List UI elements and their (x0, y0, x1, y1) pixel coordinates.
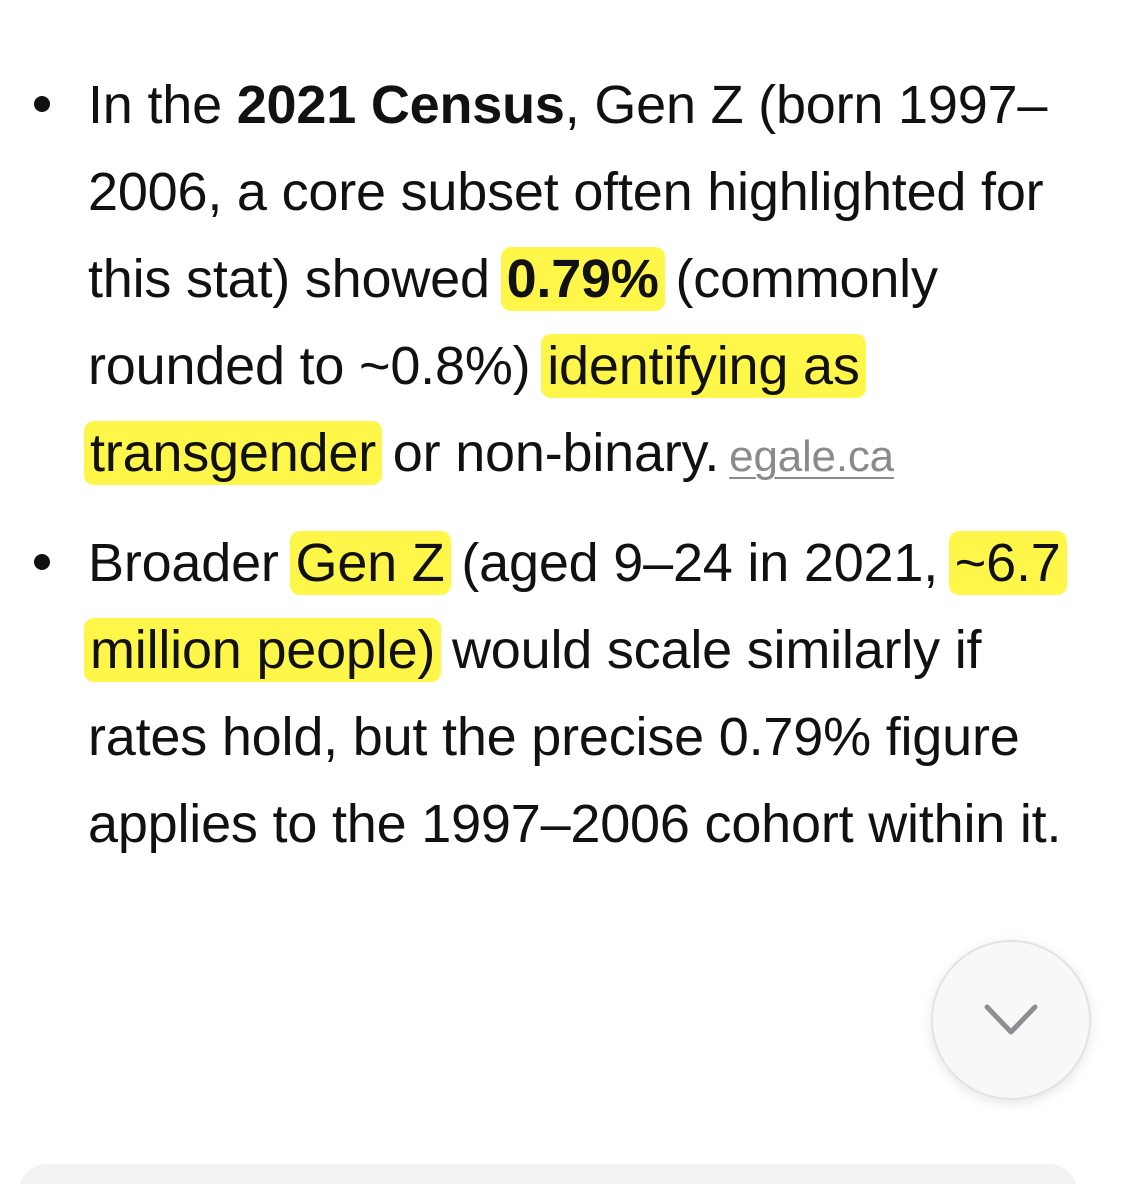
bullet-dot (34, 96, 50, 112)
bullet-dot (34, 554, 50, 570)
chevron-down-icon (984, 1004, 1038, 1035)
bullet-item-census: In the 2021 Census, Gen Z (born 1997–200… (0, 62, 1133, 500)
bullet-item-broader: Broader Gen Z (aged 9–24 in 2021, ~6.7 m… (0, 520, 1133, 868)
highlighted-percentage: 0.79% (500, 247, 665, 311)
response-content: In the 2021 Census, Gen Z (born 1997–200… (0, 62, 1133, 868)
bullet-list: In the 2021 Census, Gen Z (born 1997–200… (0, 62, 1133, 868)
highlighted-gen-z: Gen Z (289, 531, 451, 595)
composer-bar[interactable] (18, 1164, 1078, 1184)
source-link-egale[interactable]: egale.ca (729, 432, 894, 481)
text-segment: In the (88, 75, 237, 135)
text-segment: (aged 9–24 in 2021, (446, 533, 953, 593)
text-segment: Broader (88, 533, 294, 593)
scroll-down-button[interactable] (931, 940, 1091, 1100)
text-segment: would scale similarly if rates hold, but… (88, 620, 1062, 854)
text-segment: (commonly rounded to ~0.8%) (88, 249, 938, 396)
bold-text-census: 2021 Census (236, 75, 565, 135)
text-segment: , Gen Z (born 1997–2006, a core subset o… (88, 75, 1048, 309)
text-segment: or non-binary. (378, 423, 720, 483)
